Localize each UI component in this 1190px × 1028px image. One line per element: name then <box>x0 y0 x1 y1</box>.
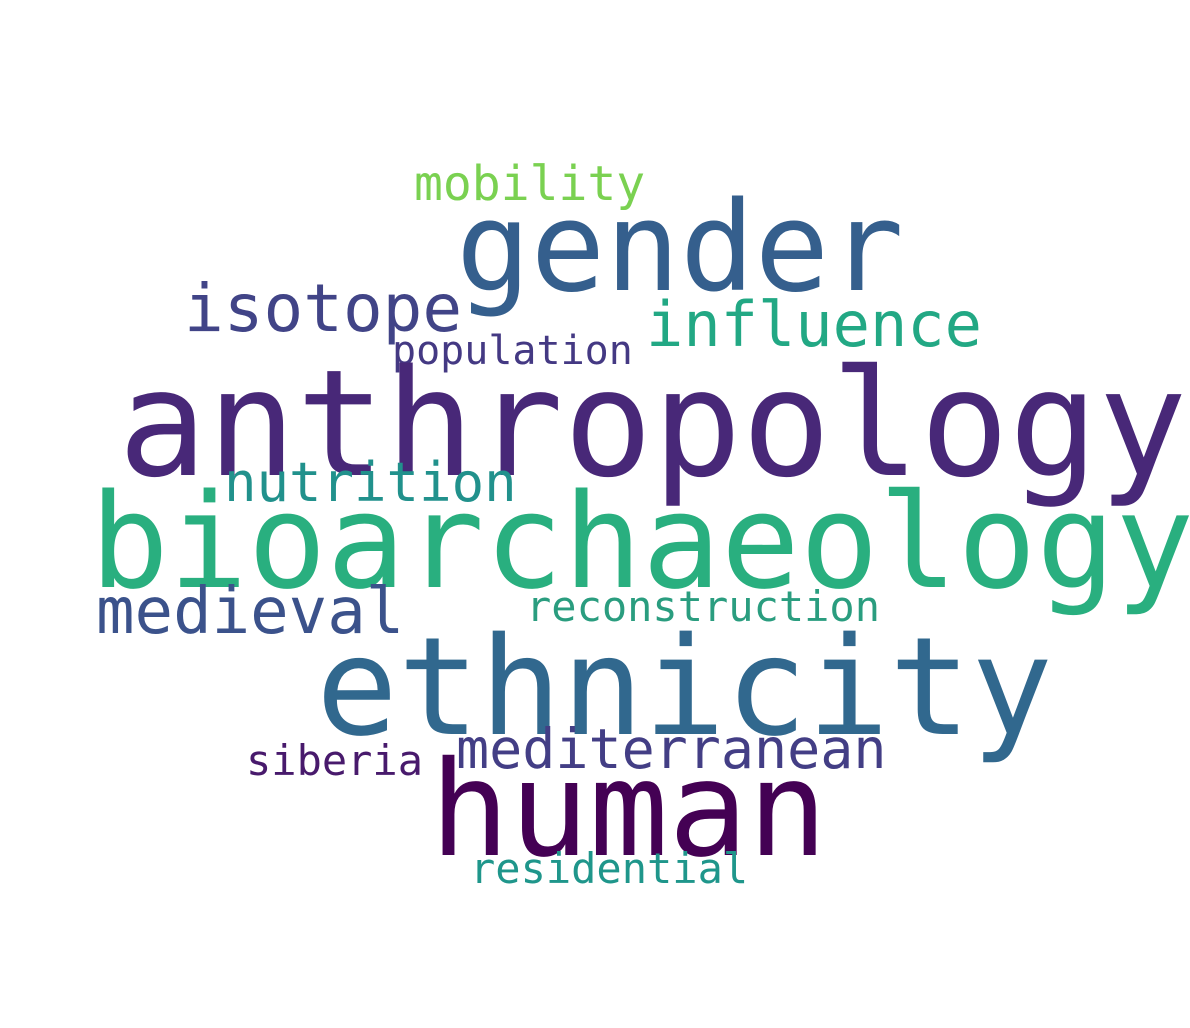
word-influence: influence <box>646 288 982 361</box>
word-medieval: medieval <box>96 575 405 649</box>
word-anthropology: anthropology <box>118 338 1188 510</box>
word-reconstruction: reconstruction <box>526 582 881 631</box>
word-residential: residential <box>470 844 749 893</box>
word-bioarchaeology: bioarchaeology <box>90 465 1190 618</box>
word-population: population <box>392 328 633 374</box>
word-siberia: siberia <box>246 736 424 785</box>
word-mobility: mobility <box>414 156 646 212</box>
word-ethnicity: ethnicity <box>316 609 1053 767</box>
word-human: human <box>430 733 828 887</box>
word-gender: gender <box>456 176 904 320</box>
word-nutrition: nutrition <box>224 451 517 514</box>
word-isotope: isotope <box>184 270 463 347</box>
word-mediterranean: mediterranean <box>456 717 887 781</box>
